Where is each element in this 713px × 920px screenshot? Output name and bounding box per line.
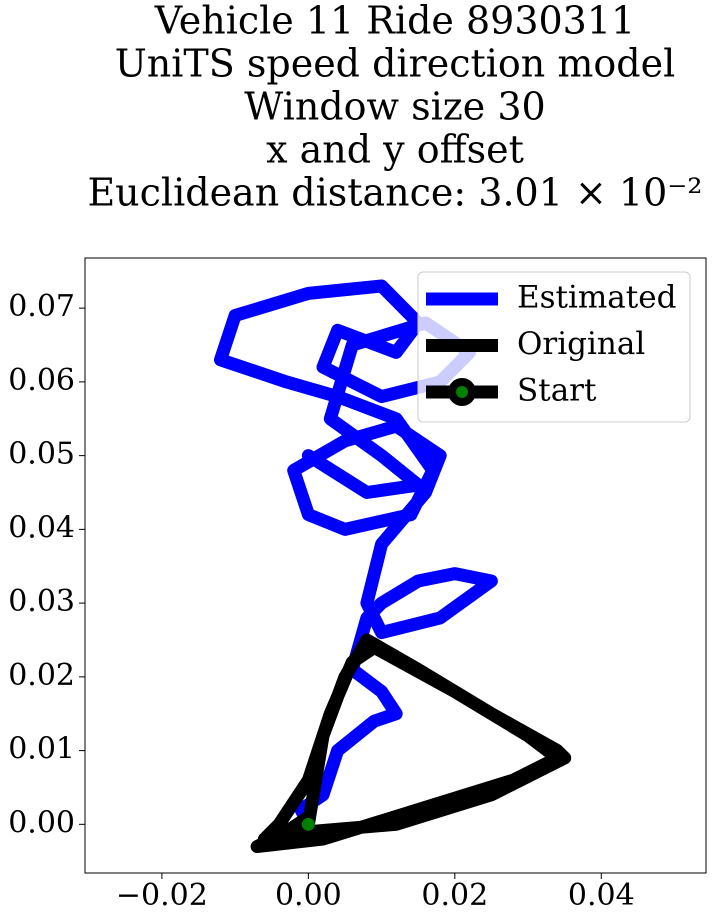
y-tick-label: 0.06 xyxy=(8,363,75,398)
y-tick-label: 0.07 xyxy=(8,289,75,324)
series-line xyxy=(250,633,572,853)
y-tick-label: 0.02 xyxy=(8,658,75,693)
legend-frame xyxy=(417,271,691,423)
start-marker xyxy=(301,817,315,831)
y-tick-label: 0.00 xyxy=(8,805,75,840)
x-tick-label: 0.02 xyxy=(421,878,488,913)
x-tick-label: −0.02 xyxy=(116,878,208,913)
chart-title: Window size 30 xyxy=(244,85,545,129)
chart-title: Vehicle 11 Ride 8930311 xyxy=(154,0,635,43)
legend-label: Original xyxy=(517,326,645,362)
chart-title: Euclidean distance: 3.01 × 10⁻² xyxy=(87,171,702,215)
legend-label: Estimated xyxy=(517,280,676,316)
x-tick-label: 0.04 xyxy=(568,878,635,913)
chart-title: x and y offset xyxy=(266,128,524,172)
y-tick-label: 0.03 xyxy=(8,584,75,619)
legend-marker xyxy=(448,378,476,406)
x-tick-label: 0.00 xyxy=(275,878,342,913)
y-tick-label: 0.01 xyxy=(8,732,75,767)
chart-title: UniTS speed direction model xyxy=(115,42,675,86)
plot-frame xyxy=(84,257,707,874)
y-tick-label: 0.05 xyxy=(8,437,75,472)
y-tick-label: 0.04 xyxy=(8,510,75,545)
legend-label: Start xyxy=(517,373,597,409)
